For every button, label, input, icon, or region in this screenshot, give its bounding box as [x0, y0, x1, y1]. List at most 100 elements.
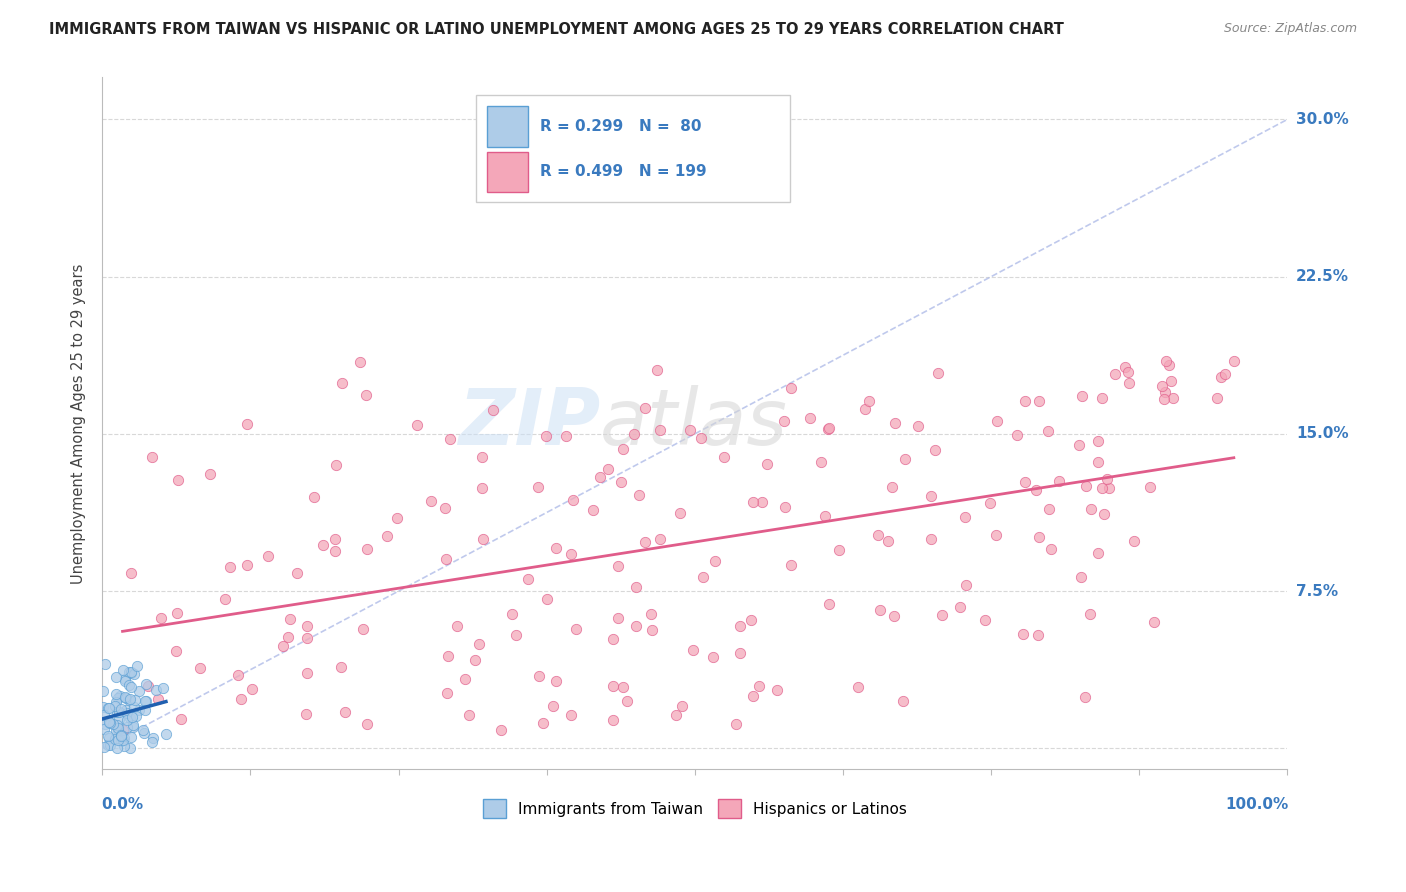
Point: [1104, 368, 1126, 382]
Y-axis label: Unemployment Among Ages 25 to 29 years: Unemployment Among Ages 25 to 29 years: [72, 263, 86, 583]
Point: [1069, 438, 1091, 452]
Text: 7.5%: 7.5%: [1296, 583, 1339, 599]
Point: [949, 600, 972, 615]
Point: [98, 701, 121, 715]
Point: [1028, 530, 1050, 544]
Point: [560, 708, 582, 723]
Point: [501, 607, 523, 622]
Point: [931, 607, 953, 622]
Point: [634, 401, 657, 416]
Point: [1154, 385, 1177, 400]
Point: [132, 725, 155, 739]
Point: [93, 717, 115, 731]
Point: [1116, 365, 1139, 379]
Point: [436, 686, 458, 700]
Point: [120, 665, 142, 680]
Point: [235, 417, 257, 431]
Point: [93, 723, 115, 737]
Point: [624, 581, 647, 595]
Point: [817, 422, 839, 436]
Point: [810, 454, 832, 468]
Point: [772, 414, 794, 428]
Point: [1213, 367, 1236, 381]
Point: [135, 677, 157, 691]
Point: [107, 690, 129, 705]
Point: [122, 700, 145, 714]
Point: [114, 674, 136, 689]
Point: [527, 480, 550, 494]
Point: [554, 429, 576, 443]
Point: [858, 393, 880, 408]
Point: [375, 528, 398, 542]
Point: [93, 707, 115, 722]
Point: [107, 712, 129, 726]
Point: [612, 442, 634, 456]
Point: [1087, 455, 1109, 469]
Point: [505, 628, 527, 642]
Point: [135, 694, 157, 708]
Point: [703, 553, 725, 567]
Point: [1122, 534, 1144, 549]
Point: [1206, 391, 1229, 405]
Point: [240, 681, 263, 696]
Point: [285, 566, 308, 581]
Point: [236, 558, 259, 573]
Point: [1223, 354, 1246, 368]
Point: [531, 716, 554, 731]
Point: [482, 403, 505, 417]
Point: [117, 665, 139, 680]
Point: [728, 646, 751, 660]
Point: [1153, 392, 1175, 406]
Point: [110, 728, 132, 742]
Point: [107, 705, 129, 719]
Legend: Immigrants from Taiwan, Hispanics or Latinos: Immigrants from Taiwan, Hispanics or Lat…: [477, 793, 912, 824]
Point: [536, 428, 558, 442]
Point: [131, 723, 153, 738]
Point: [295, 632, 318, 646]
Point: [1091, 481, 1114, 495]
Point: [616, 694, 638, 708]
Point: [93, 739, 115, 754]
Point: [437, 649, 460, 664]
Point: [323, 544, 346, 558]
Point: [1012, 627, 1035, 641]
Point: [112, 663, 135, 677]
Point: [1047, 474, 1070, 488]
Point: [690, 430, 713, 444]
Point: [446, 619, 468, 633]
Point: [472, 532, 495, 546]
Point: [128, 703, 150, 717]
Point: [433, 501, 456, 516]
Point: [122, 666, 145, 681]
Point: [779, 381, 801, 395]
Point: [702, 649, 724, 664]
Point: [405, 417, 427, 432]
Point: [876, 533, 898, 548]
Point: [120, 731, 142, 745]
Point: [104, 724, 127, 739]
Point: [112, 732, 135, 747]
Point: [606, 610, 628, 624]
Point: [527, 669, 550, 683]
FancyBboxPatch shape: [488, 106, 527, 147]
Point: [827, 543, 849, 558]
Point: [648, 532, 671, 546]
Point: [853, 401, 876, 416]
Point: [104, 698, 127, 713]
Point: [121, 710, 143, 724]
Point: [907, 419, 929, 434]
Point: [127, 658, 149, 673]
Point: [114, 703, 136, 717]
Point: [354, 388, 377, 402]
Point: [728, 619, 751, 633]
Point: [1209, 370, 1232, 384]
Text: IMMIGRANTS FROM TAIWAN VS HISPANIC OR LATINO UNEMPLOYMENT AMONG AGES 25 TO 29 YE: IMMIGRANTS FROM TAIWAN VS HISPANIC OR LA…: [49, 22, 1064, 37]
Point: [420, 493, 443, 508]
Point: [1095, 472, 1118, 486]
Point: [868, 528, 890, 542]
Point: [104, 669, 127, 683]
Point: [846, 680, 869, 694]
Point: [818, 598, 841, 612]
Point: [589, 469, 612, 483]
Point: [713, 450, 735, 465]
